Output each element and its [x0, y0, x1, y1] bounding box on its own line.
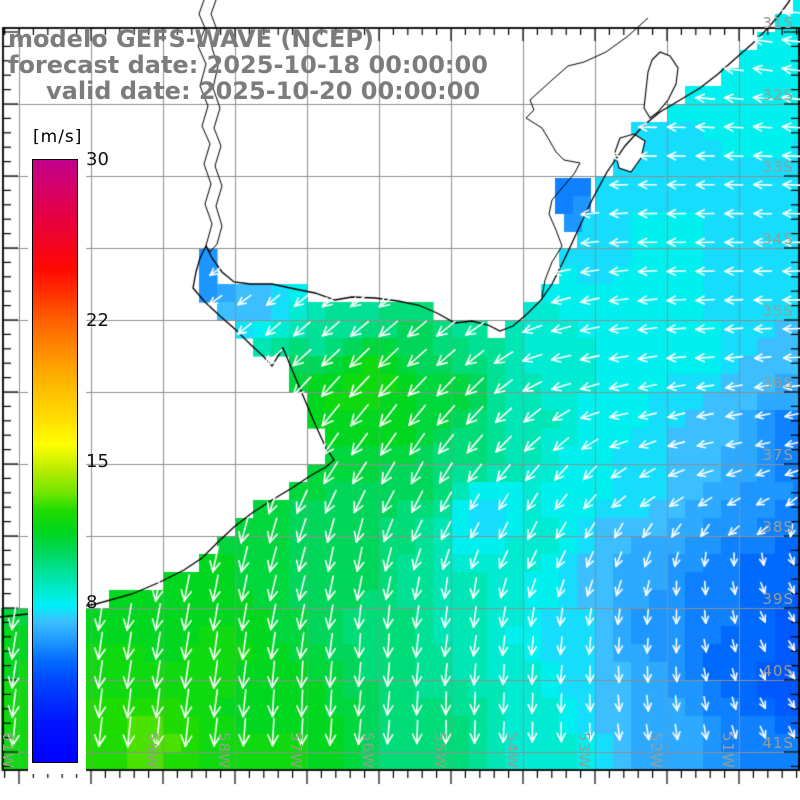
- colorbar-unit-label: [m/s]: [33, 127, 83, 147]
- valid-date-label: valid date: 2025-10-20 00:00:00: [46, 77, 481, 105]
- colorbar-tick-label: 30: [86, 149, 109, 170]
- latitude-axis-label: 40S: [762, 662, 794, 680]
- title-block: modelo GEFS-WAVE (NCEP) forecast date: 2…: [8, 26, 488, 104]
- longitude-axis-label: 54W: [503, 732, 521, 769]
- longitude-axis-label: 59W: [143, 732, 161, 769]
- longitude-axis-label: 58W: [215, 732, 233, 769]
- latitude-axis-label: 33S: [762, 158, 794, 176]
- colorbar-gradient: [32, 159, 78, 763]
- colorbar-tick-label: 22: [86, 310, 109, 332]
- colorbar-tick-label: 15: [86, 451, 109, 472]
- latitude-axis-label: 32S: [762, 86, 794, 104]
- longitude-axis-label: 55W: [431, 732, 449, 769]
- latitude-axis-label: 41S: [762, 734, 794, 752]
- longitude-axis-label: 57W: [287, 732, 305, 769]
- latitude-axis-label: 36S: [762, 374, 794, 392]
- longitude-axis-label: 53W: [575, 732, 593, 769]
- latitude-axis-label: 39S: [762, 590, 794, 608]
- latitude-axis-label: 38S: [762, 518, 794, 536]
- model-title: modelo GEFS-WAVE (NCEP): [8, 25, 374, 53]
- colorbar-tick-label: 8: [86, 591, 98, 613]
- latitude-axis-label: 34S: [762, 230, 794, 248]
- colorbar: [28, 150, 86, 774]
- latitude-axis-label: 35S: [762, 302, 794, 320]
- longitude-axis-label: 56W: [359, 732, 377, 769]
- longitude-axis-label: 52W: [647, 732, 665, 769]
- latitude-axis-label: 31S: [762, 14, 794, 32]
- longitude-axis-label: 51W: [719, 732, 737, 769]
- latitude-axis-label: 37S: [762, 446, 794, 464]
- longitude-axis-label: 61W: [0, 732, 17, 769]
- forecast-date-label: forecast date: 2025-10-18 00:00:00: [8, 51, 488, 79]
